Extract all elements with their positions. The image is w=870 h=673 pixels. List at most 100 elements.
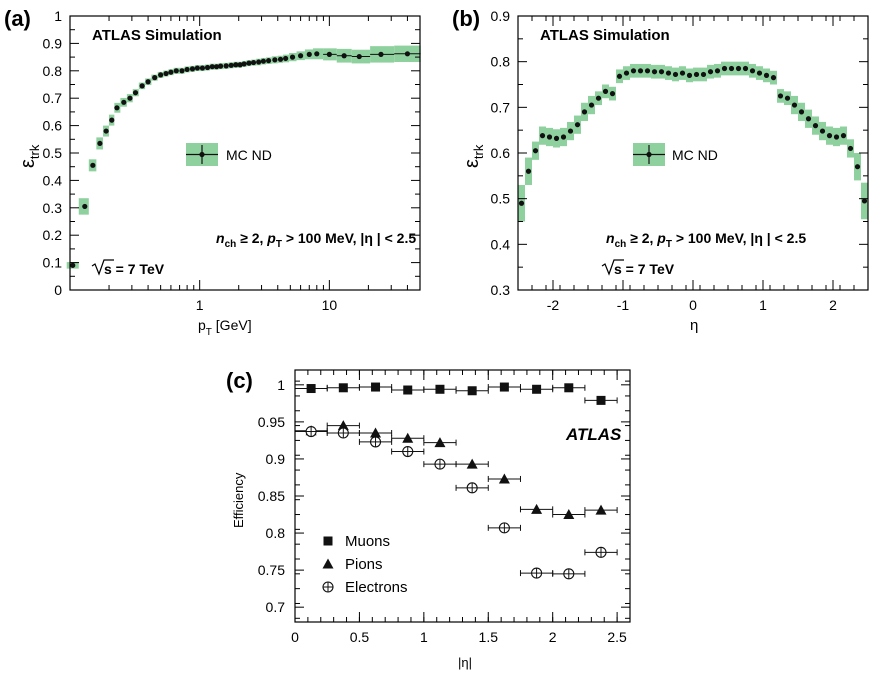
panel-b-point-28	[714, 68, 721, 74]
panel-b-point-41	[805, 116, 812, 122]
panel-a-legend-label: MC ND	[226, 147, 272, 163]
panel-a-point-15	[168, 69, 174, 75]
panel-a-sqrt-sign	[91, 259, 114, 276]
panel-b-point-18	[644, 68, 651, 74]
panel-b-xtick-label-1: -1	[617, 297, 630, 313]
panel-b-point-0	[518, 200, 525, 206]
panel-c-pions-point-1	[337, 420, 349, 431]
panel-b-point-14	[616, 73, 623, 79]
panel-a-point-0	[70, 262, 76, 268]
panel-b-point-25	[693, 71, 700, 78]
panel-c-muons-point-6	[499, 382, 509, 392]
panel-b-point-22	[672, 71, 679, 78]
panel-c-xtick-label-2: 1	[420, 629, 428, 645]
panel-c-electrons-point-8	[563, 568, 575, 580]
panel-b-sqrt-sign	[601, 259, 624, 276]
svg-text:s = 7 TeV: s = 7 TeV	[104, 261, 165, 277]
panel-b-point-21	[665, 70, 672, 76]
panel-a-point-6	[114, 105, 120, 111]
panel-b-point-46	[840, 133, 847, 139]
panel-b-point-27	[707, 69, 714, 75]
panel-a-point-28	[233, 62, 239, 68]
panel-a-xlabel: pT [GeV]	[198, 317, 252, 338]
panel-a-point-29	[237, 62, 243, 68]
panel-b-point-17	[637, 68, 644, 74]
panel-b-ytick-label-3: 0.6	[491, 145, 511, 161]
panel-a-ytick-label-8: 0.8	[43, 63, 63, 79]
panel-c-ytick-label-3: 0.85	[258, 488, 285, 504]
panel-b-point-45	[833, 134, 840, 140]
panel-b-ytick-label-5: 0.8	[491, 54, 511, 70]
panel-a-point-12	[152, 75, 158, 81]
panel-b-point-26	[700, 71, 707, 78]
panel-a-point-36	[272, 57, 278, 63]
panel-a-point-43	[326, 51, 332, 57]
panel-a-point-21	[199, 65, 206, 71]
panel-c-pions-point-7	[531, 503, 543, 514]
panel-a-ylabel: εtrk	[17, 144, 42, 168]
panel-a-point-44	[341, 53, 347, 59]
panel-b-point-15	[623, 70, 630, 76]
panel-c-electrons-point-6	[498, 522, 510, 534]
panel-a-point-10	[139, 83, 145, 89]
panel-c-xtick-label-0: 0	[291, 629, 299, 645]
panel-c-pions-legend-label: Pions	[345, 556, 383, 573]
panel-b-xtick-label-2: 0	[689, 297, 697, 313]
panel-a-point-2	[90, 162, 96, 168]
panel-b-legend-marker	[646, 151, 652, 158]
panel-a-ytick-label-9: 0.9	[43, 35, 63, 51]
panel-a-ytick-label-10: 1	[54, 8, 62, 24]
panel-b-point-37	[777, 93, 784, 99]
panel-b-label: (b)	[452, 6, 480, 31]
panel-c-xtick-label-5: 2.5	[607, 629, 627, 645]
panel-a-point-24	[213, 64, 220, 70]
panel-a-cut-text: nch ≥ 2, pT > 100 MeV, |η | < 2.5	[216, 230, 416, 250]
panel-c-ytick-label-2: 0.8	[266, 525, 286, 541]
panel-b-point-16	[630, 68, 637, 74]
panel-b-point-10	[588, 102, 595, 108]
panel-c-electrons-legend-marker	[322, 581, 334, 593]
panel-c-label: (c)	[226, 368, 253, 393]
panel-b-marks-layer	[518, 65, 868, 206]
panel-b-point-13	[609, 91, 616, 97]
panel-b-point-40	[798, 109, 805, 115]
panel-b-point-12	[602, 88, 609, 94]
panel-a-point-13	[158, 72, 164, 78]
panel-a-legend: MC ND	[186, 143, 272, 166]
panel-a-point-11	[145, 79, 151, 85]
panel-c-muons-point-2	[371, 382, 381, 392]
panel-a-axes: 0 0.1 0.2 0.3 0.4 0.5 0.6 0.7 0.8 0.9 1 1 10	[43, 8, 420, 313]
panel-a-point-30	[241, 61, 247, 67]
panel-a-point-31	[246, 60, 252, 66]
panel-c-electrons-point-3	[402, 445, 414, 458]
panel-b-point-7	[567, 128, 574, 134]
panel-b-point-43	[819, 128, 826, 134]
panel-b-point-8	[574, 122, 581, 128]
panel-a-ytick-label-4: 0.4	[43, 172, 63, 188]
panel-b-point-47	[847, 145, 854, 152]
panel-a-point-23	[209, 64, 215, 70]
panel-b-point-36	[770, 75, 777, 81]
svg-text:s = 7 TeV: s = 7 TeV	[614, 261, 675, 277]
panel-c-electrons-point-0	[305, 425, 317, 438]
panel-a-point-7	[121, 99, 127, 105]
panel-c-xtick-label-1: 0.5	[350, 629, 370, 645]
panel-a-point-47	[404, 51, 411, 57]
panel-c-ytick-label-1: 0.75	[258, 562, 285, 578]
panel-b-point-49	[861, 198, 868, 204]
panel-b-ylabel: εtrk	[461, 144, 486, 168]
panel-b-legend: MC ND	[633, 143, 718, 166]
panel-a-point-41	[306, 51, 312, 57]
panel-a-point-9	[132, 90, 139, 96]
panel-a-xtick-label-0: 1	[196, 297, 204, 313]
panel-a-point-4	[103, 128, 109, 134]
panel-a-marks-layer	[70, 51, 421, 268]
panel-c-muons-point-9	[596, 395, 606, 405]
panel-a-point-5	[109, 117, 115, 123]
panel-c: (c) 0.7 0.75 0.8 0.85 0.9 0.95 1 0 0.5 1 1.5 2 2.5 A…	[226, 368, 631, 670]
panel-a-point-20	[194, 65, 200, 71]
panel-a-point-3	[97, 140, 103, 147]
panel-c-muons-point-8	[564, 383, 574, 393]
panel-a-point-46	[378, 51, 384, 57]
